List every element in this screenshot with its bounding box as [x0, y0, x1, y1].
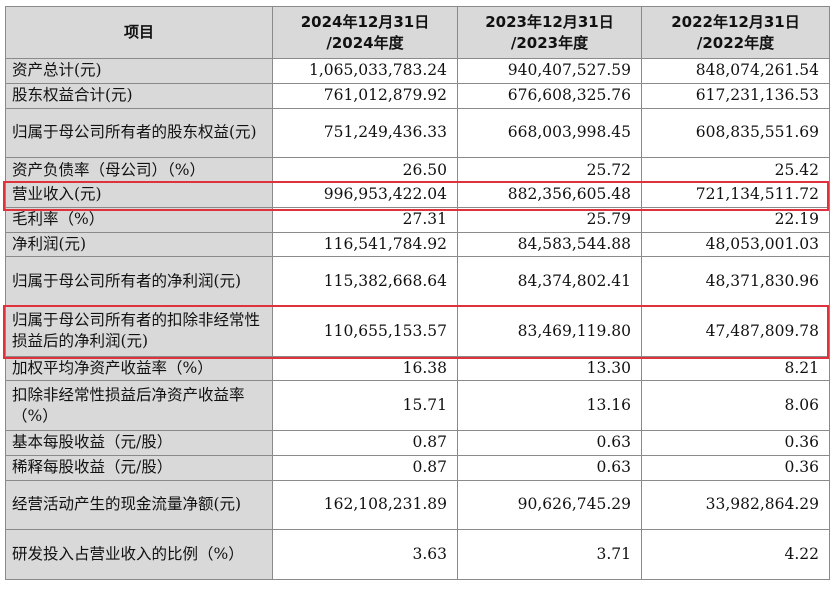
table-row: 加权平均净资产收益率（%） 16.38 13.30 8.21: [5, 355, 830, 382]
table-row: 净利润(元) 116,541,784.92 84,583,544.88 48,0…: [5, 231, 830, 258]
table-row: 股东权益合计(元) 761,012,879.92 676,608,325.76 …: [5, 82, 830, 109]
row-value: 1,065,033,783.24: [272, 58, 458, 84]
header-row: 项目 2024年12月31日 /2024年度 2023年12月31日 /2023…: [5, 6, 830, 59]
row-value: 90,626,745.29: [457, 479, 642, 531]
header-year-2024-line2: /2024年度: [326, 33, 404, 52]
row-label: 扣除非经常性损益后净资产收益率（%）: [5, 380, 273, 432]
row-value: 25.79: [457, 206, 642, 233]
row-value: 116,541,784.92: [272, 231, 458, 258]
table-row: 稀释每股收益（元/股） 0.87 0.63 0.36: [5, 454, 830, 481]
row-value: 13.16: [457, 380, 642, 432]
row-value: 27.31: [272, 206, 458, 233]
row-value: 8.06: [641, 380, 830, 432]
row-value: 13.30: [457, 355, 642, 382]
table-row: 归属于母公司所有者的净利润(元) 115,382,668.64 84,374,8…: [5, 256, 830, 307]
header-year-2022-line1: 2022年12月31日: [671, 12, 800, 31]
row-value: 25.42: [641, 157, 830, 183]
row-value: 84,583,544.88: [457, 231, 642, 258]
row-label: 净利润(元): [5, 231, 273, 258]
row-value: 16.38: [272, 355, 458, 382]
financial-data-table: 项目 2024年12月31日 /2024年度 2023年12月31日 /2023…: [5, 6, 830, 580]
header-year-2023: 2023年12月31日 /2023年度: [457, 6, 642, 59]
row-label: 资产负债率（母公司）（%）: [5, 157, 273, 183]
row-value: 3.63: [272, 529, 458, 580]
header-year-2023-line2: /2023年度: [510, 33, 589, 52]
row-label: 研发投入占营业收入的比例（%）: [5, 529, 273, 580]
row-value: 110,655,153.57: [272, 306, 458, 357]
row-value: 721,134,511.72: [641, 182, 830, 208]
row-value: 3.71: [457, 529, 642, 580]
row-label: 毛利率（%）: [5, 206, 273, 233]
row-value: 676,608,325.76: [457, 82, 642, 109]
row-value: 84,374,802.41: [457, 256, 642, 307]
row-value: 4.22: [641, 529, 830, 580]
table-row: 研发投入占营业收入的比例（%） 3.63 3.71 4.22: [5, 529, 830, 580]
header-year-2024: 2024年12月31日 /2024年度: [272, 6, 458, 59]
row-value: 0.87: [272, 454, 458, 481]
row-value: 48,053,001.03: [641, 231, 830, 258]
row-value: 996,953,422.04: [272, 182, 458, 208]
row-label: 经营活动产生的现金流量净额(元): [5, 479, 273, 531]
row-label: 稀释每股收益（元/股）: [5, 454, 273, 481]
row-value: 0.36: [641, 430, 830, 456]
table-row-highlighted: 归属于母公司所有者的扣除非经常性损益后的净利润(元) 110,655,153.5…: [5, 306, 830, 357]
header-item: 项目: [5, 6, 273, 59]
row-value: 25.72: [457, 157, 642, 183]
row-value: 115,382,668.64: [272, 256, 458, 307]
row-value: 848,074,261.54: [641, 58, 830, 84]
header-year-2023-line1: 2023年12月31日: [485, 12, 614, 31]
header-year-2024-line1: 2024年12月31日: [300, 12, 430, 31]
row-value: 761,012,879.92: [272, 82, 458, 109]
row-value: 668,003,998.45: [457, 107, 642, 159]
row-value: 22.19: [641, 206, 830, 233]
row-value: 940,407,527.59: [457, 58, 642, 84]
row-label: 股东权益合计(元): [5, 82, 273, 109]
row-label: 资产总计(元): [5, 58, 273, 84]
row-label: 加权平均净资产收益率（%）: [5, 355, 273, 382]
table-row: 基本每股收益（元/股） 0.87 0.63 0.36: [5, 430, 830, 456]
table-row: 毛利率（%） 27.31 25.79 22.19: [5, 206, 830, 233]
row-value: 162,108,231.89: [272, 479, 458, 531]
table-row: 资产总计(元) 1,065,033,783.24 940,407,527.59 …: [5, 58, 830, 84]
row-value: 0.36: [641, 454, 830, 481]
table-row-highlighted: 营业收入(元) 996,953,422.04 882,356,605.48 72…: [5, 182, 830, 208]
row-value: 608,835,551.69: [641, 107, 830, 159]
row-value: 8.21: [641, 355, 830, 382]
row-value: 83,469,119.80: [457, 306, 642, 357]
row-value: 47,487,809.78: [641, 306, 830, 357]
table-row: 归属于母公司所有者的股东权益(元) 751,249,436.33 668,003…: [5, 107, 830, 159]
table-row: 扣除非经常性损益后净资产收益率（%） 15.71 13.16 8.06: [5, 380, 830, 432]
header-year-2022-line2: /2022年度: [696, 33, 775, 52]
row-value: 15.71: [272, 380, 458, 432]
row-value: 751,249,436.33: [272, 107, 458, 159]
row-value: 0.63: [457, 430, 642, 456]
row-value: 617,231,136.53: [641, 82, 830, 109]
table-row: 经营活动产生的现金流量净额(元) 162,108,231.89 90,626,7…: [5, 479, 830, 531]
row-value: 882,356,605.48: [457, 182, 642, 208]
row-value: 26.50: [272, 157, 458, 183]
row-value: 48,371,830.96: [641, 256, 830, 307]
row-label: 营业收入(元): [5, 182, 273, 208]
row-value: 0.63: [457, 454, 642, 481]
row-label: 归属于母公司所有者的股东权益(元): [5, 107, 273, 159]
row-value: 0.87: [272, 430, 458, 456]
table-row: 资产负债率（母公司）（%） 26.50 25.72 25.42: [5, 157, 830, 183]
row-label: 归属于母公司所有者的扣除非经常性损益后的净利润(元): [5, 306, 273, 357]
header-year-2022: 2022年12月31日 /2022年度: [641, 6, 830, 59]
row-label: 归属于母公司所有者的净利润(元): [5, 256, 273, 307]
row-value: 33,982,864.29: [641, 479, 830, 531]
row-label: 基本每股收益（元/股）: [5, 430, 273, 456]
